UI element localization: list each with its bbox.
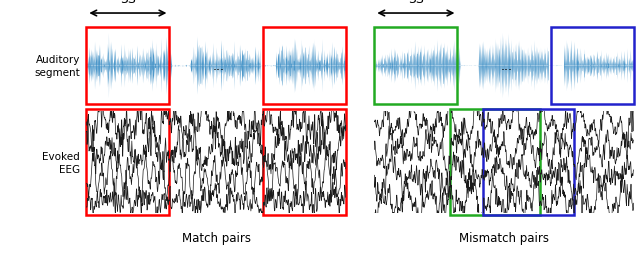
Text: Auditory
segment: Auditory segment [35, 55, 80, 77]
Text: 3S: 3S [120, 0, 136, 6]
Bar [550, 28, 634, 104]
Bar [262, 28, 346, 104]
Bar [449, 110, 540, 215]
Text: Match pairs: Match pairs [182, 231, 250, 244]
Text: Evoked
EEG: Evoked EEG [42, 151, 80, 174]
Text: 3S: 3S [408, 0, 424, 6]
Bar [262, 110, 346, 215]
Bar [374, 28, 458, 104]
Bar [86, 110, 170, 215]
Text: Mismatch pairs: Mismatch pairs [459, 231, 549, 244]
Bar [86, 28, 170, 104]
Text: ...: ... [212, 60, 225, 72]
Bar [483, 110, 574, 215]
Text: ...: ... [500, 60, 513, 72]
